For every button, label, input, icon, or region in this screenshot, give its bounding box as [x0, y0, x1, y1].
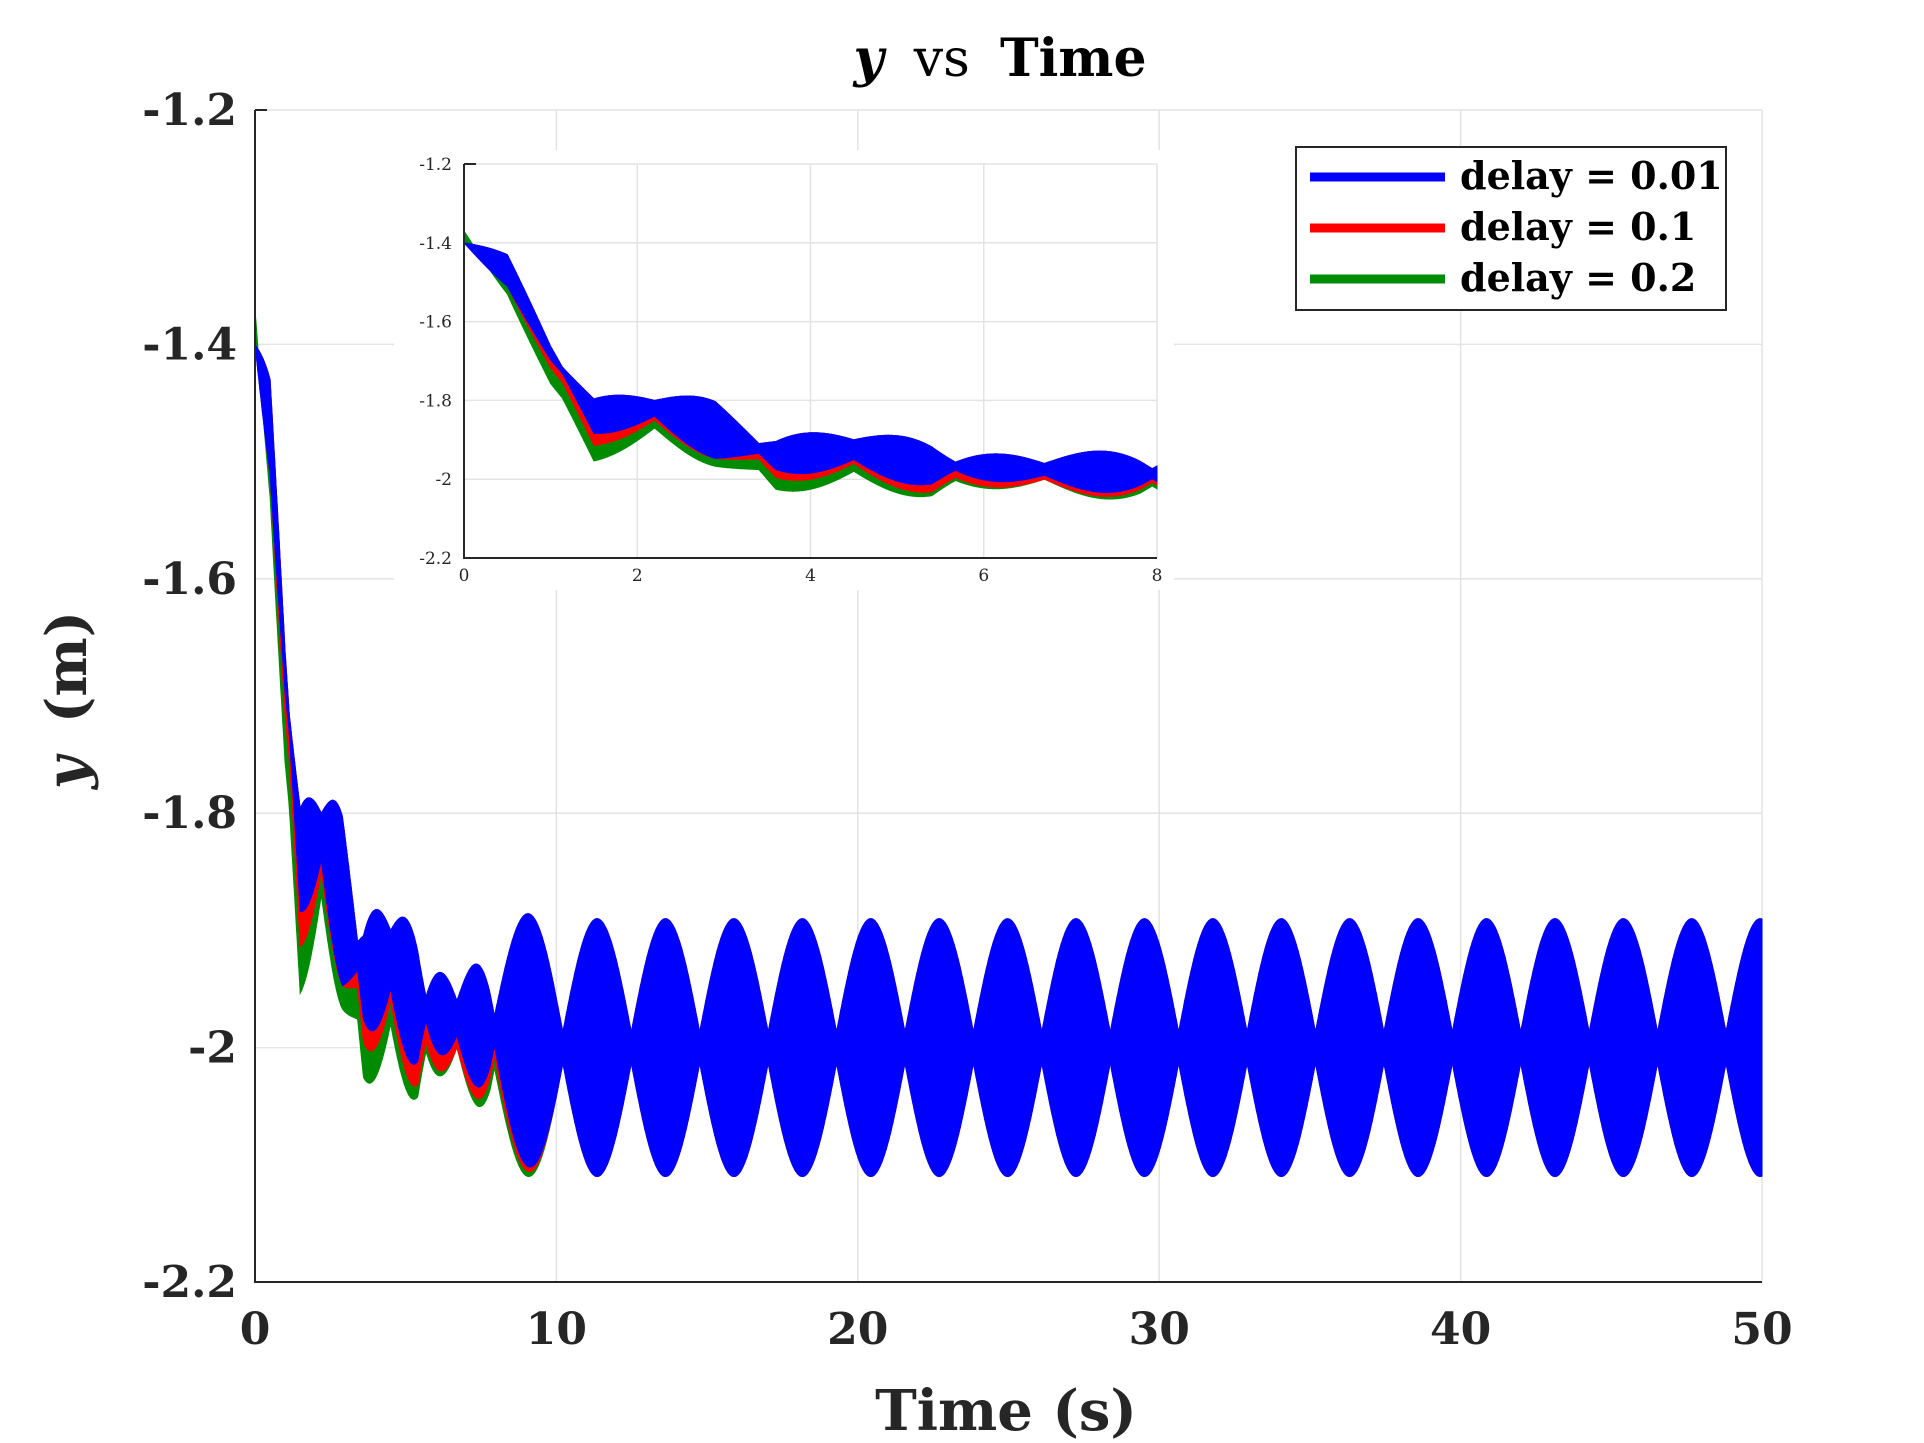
inset-series-bands: [463, 229, 1158, 500]
title-vs: vs: [913, 29, 970, 89]
inset-y-tick-1-4: -1.4: [419, 234, 452, 254]
main-x-tick-20: 20: [827, 1304, 888, 1355]
main-y-tick-1-4: -1.4: [142, 319, 237, 370]
main-x-tick-30: 30: [1129, 1304, 1190, 1355]
main-axes: [254, 109, 1762, 1283]
inset-y-tick-2-2: -2.2: [419, 549, 452, 569]
legend: delay = 0.01 delay = 0.1 delay = 0.2: [1295, 146, 1727, 311]
x-axis-label: Time (s): [875, 1378, 1137, 1443]
inset-y-tick-1-8: -1.8: [419, 391, 452, 411]
title-symbol: y: [852, 28, 887, 89]
main-tick-labels: 0 10 20 30 40 50-1.2-1.4-1.6-1.8-2-2.2: [142, 85, 1792, 1355]
inset-plot: 0 2 4 6 8 -1.2 -1.4 -1.6 -1.8 -2 -2.2: [394, 150, 1174, 590]
inset-y-tick-1-6: -1.6: [419, 313, 452, 333]
inset-band-delay-0-01: [463, 242, 1158, 493]
legend-label-delay-0-01: delay = 0.01: [1460, 153, 1723, 198]
inset-x-tick-6: 6: [978, 566, 989, 586]
inset-y-tick-1-2: -1.2: [419, 155, 452, 175]
chart-title: y vs Time: [852, 28, 1146, 89]
inset-x-tick-0: 0: [459, 566, 470, 586]
main-x-tick-40: 40: [1430, 1304, 1491, 1355]
main-x-tick-10: 10: [526, 1304, 587, 1355]
main-band-delay-0-01: [254, 344, 1763, 1177]
legend-label-delay-0-1: delay = 0.1: [1460, 204, 1696, 249]
inset-background: [394, 150, 1174, 590]
inset-axis-lines: [463, 164, 1157, 559]
inset-axes: [463, 163, 1157, 559]
main-y-tick-2-2: -2.2: [142, 1257, 237, 1308]
inset-y-tick-2: -2: [435, 470, 452, 490]
y-label-unit: (m): [34, 611, 100, 723]
title-word: Time: [1000, 28, 1147, 89]
main-y-tick-1-8: -1.8: [142, 788, 237, 839]
legend-label-delay-0-2: delay = 0.2: [1460, 255, 1696, 300]
main-series-bands: [254, 309, 1763, 1177]
main-y-tick-1-6: -1.6: [142, 554, 237, 605]
inset-x-tick-8: 8: [1152, 566, 1163, 586]
main-axis-lines: [254, 110, 1762, 1283]
main-y-tick-2: -2: [188, 1023, 237, 1074]
y-label-symbol: y: [34, 753, 100, 791]
inset-tick-labels: 0 2 4 6 8 -1.2 -1.4 -1.6 -1.8 -2 -2.2: [419, 155, 1162, 586]
main-x-tick-50: 50: [1731, 1304, 1792, 1355]
main-x-tick-0: 0: [240, 1304, 271, 1355]
inset-x-tick-4: 4: [805, 566, 816, 586]
main-y-tick-1-2: -1.2: [142, 85, 237, 136]
y-axis-label: y (m): [34, 611, 100, 791]
inset-x-tick-2: 2: [632, 566, 643, 586]
